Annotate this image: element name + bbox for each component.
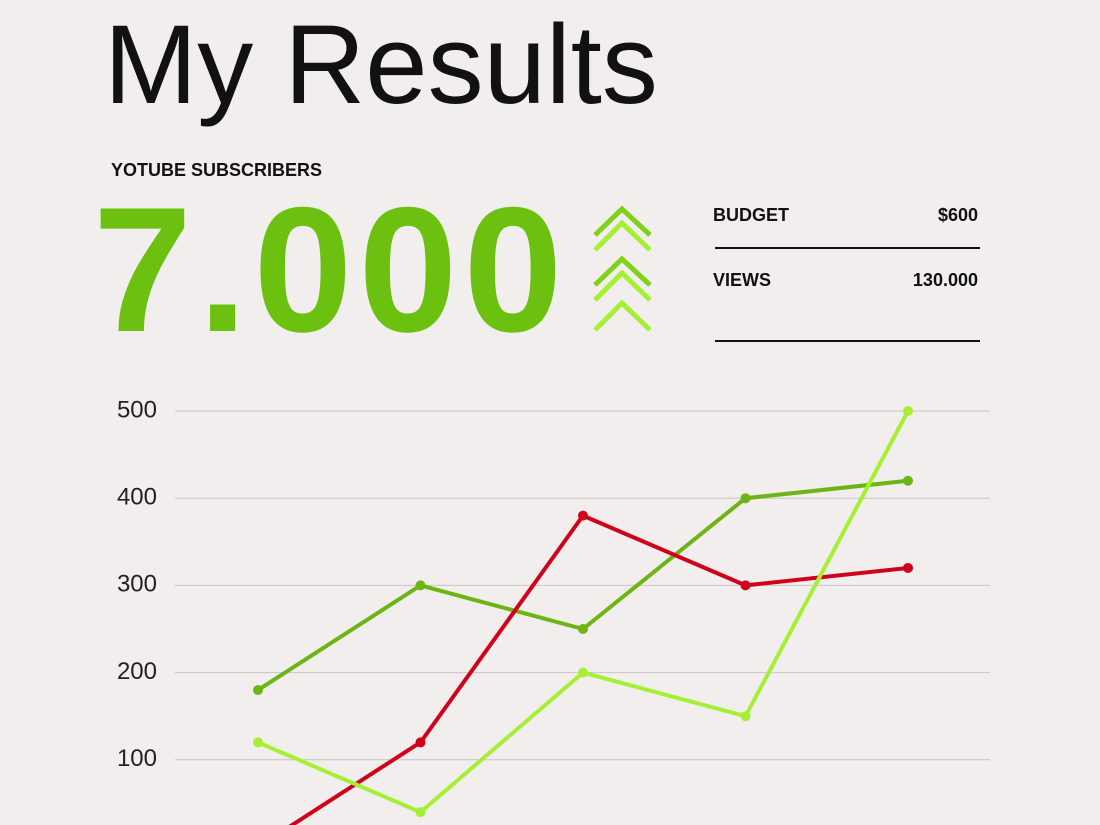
point — [415, 580, 426, 591]
point — [253, 685, 263, 696]
stat-label: VIEWS — [713, 270, 772, 290]
point — [903, 562, 913, 573]
rule — [715, 340, 980, 342]
stat-label: BUDGET — [713, 205, 789, 225]
y-tick-label: 400 — [117, 484, 157, 511]
rule — [715, 247, 980, 249]
point — [578, 510, 588, 521]
point — [415, 807, 426, 818]
big-number: 7.000 — [93, 170, 569, 369]
point — [903, 406, 913, 416]
y-tick-label: 200 — [117, 658, 157, 685]
subtitle: YOTUBE SUBSCRIBERS — [111, 160, 323, 180]
y-tick-label: 500 — [117, 396, 157, 423]
y-tick-label: 300 — [117, 571, 157, 598]
chevrons — [593, 205, 652, 332]
point — [740, 711, 751, 722]
y-tick-label: 100 — [117, 745, 157, 772]
point — [415, 737, 426, 748]
point — [578, 624, 588, 634]
point — [740, 580, 751, 591]
point — [253, 737, 263, 748]
stat-value: $600 — [937, 205, 978, 225]
title: My Results — [104, 2, 658, 127]
point — [903, 475, 913, 486]
point — [578, 667, 588, 678]
point — [740, 493, 751, 504]
line — [257, 410, 910, 815]
stat-value: 130.000 — [912, 270, 978, 290]
